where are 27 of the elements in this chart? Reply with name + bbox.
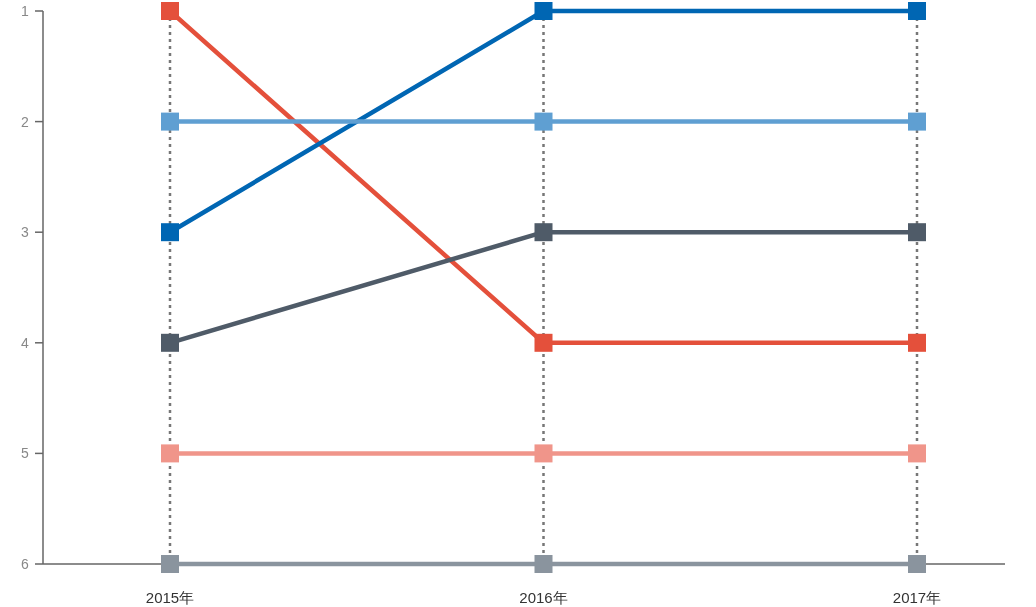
point (534, 444, 553, 463)
y-tick-label: 6 (21, 556, 30, 572)
point (534, 2, 553, 20)
point (161, 444, 179, 463)
point (161, 223, 179, 242)
y-tick-label: 5 (21, 445, 30, 462)
x-tick-label: 2015年 (145, 589, 195, 606)
y-tick-label: 1 (21, 3, 30, 19)
y-tick-label: 3 (21, 224, 30, 241)
point (161, 333, 179, 352)
point (161, 555, 179, 573)
point (908, 444, 926, 463)
point (534, 223, 553, 242)
x-tick-label: 2017年 (892, 589, 942, 606)
y-tick-label: 4 (21, 334, 30, 351)
point (908, 555, 926, 573)
point (161, 2, 179, 20)
x-tick-label: 2016年 (519, 589, 568, 606)
point (534, 333, 553, 352)
point (908, 112, 926, 131)
point (908, 223, 926, 242)
point (908, 333, 926, 352)
point (908, 2, 926, 20)
y-tick-label: 2 (21, 113, 30, 130)
point (534, 555, 553, 573)
point (534, 112, 553, 131)
point (161, 112, 179, 131)
